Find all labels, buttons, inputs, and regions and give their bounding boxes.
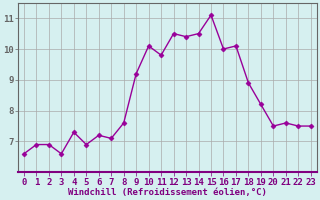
X-axis label: Windchill (Refroidissement éolien,°C): Windchill (Refroidissement éolien,°C) <box>68 188 267 197</box>
